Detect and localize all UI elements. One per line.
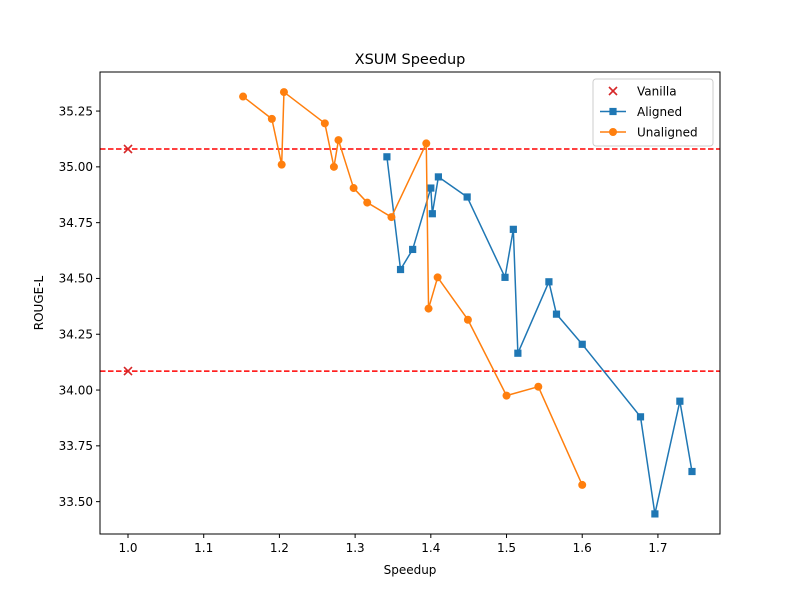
aligned-point-9	[509, 225, 517, 233]
unaligned-point-15	[502, 391, 511, 400]
unaligned-point-10	[387, 213, 396, 222]
vanilla-point-2-stroke-b	[123, 366, 133, 376]
unaligned-point-9	[363, 198, 372, 207]
unaligned-point-11	[422, 139, 431, 148]
aligned-point-3	[409, 245, 417, 254]
axis-ticks: 1.0 1.1 1.2 1.3 1.4 1.5 1.6 1.7 33.50 33.75 34.00 3…	[59, 104, 668, 555]
aligned-point-1	[383, 153, 391, 161]
legend-vanilla-marker	[608, 86, 618, 96]
legend-aligned-label: Aligned	[637, 105, 682, 119]
x-tick-label: 1.2	[270, 541, 289, 555]
aligned-point-10	[514, 349, 522, 357]
unaligned-point-5	[320, 119, 329, 128]
y-tick-label: 35.25	[59, 104, 93, 118]
x-tick-label: 1.0	[118, 541, 137, 555]
x-tick-label: 1.1	[194, 541, 213, 555]
unaligned-point-14	[463, 315, 472, 324]
vanilla-point-1-stroke-b	[123, 144, 133, 154]
vanilla-point-2	[123, 366, 133, 376]
aligned-point-11	[545, 278, 553, 286]
vanilla-point-1	[123, 144, 133, 154]
y-tick-label: 35.00	[59, 160, 93, 174]
aligned-point-8	[501, 273, 509, 281]
x-tick-label: 1.4	[421, 541, 440, 555]
plot-clipped-group	[100, 88, 720, 518]
legend-unaligned-label: Unaligned	[637, 125, 698, 139]
plot-area	[100, 88, 720, 518]
legend-aligned-marker	[609, 107, 617, 116]
y-tick-label: 34.25	[59, 328, 93, 342]
aligned-point-2	[396, 265, 405, 274]
unaligned-point-1	[239, 92, 248, 101]
y-tick-label: 34.50	[59, 272, 93, 286]
unaligned-point-8	[349, 184, 358, 193]
aligned-point-15	[651, 510, 659, 518]
unaligned-point-6	[329, 162, 338, 171]
legend-box	[592, 78, 714, 147]
aligned-point-6	[434, 173, 442, 181]
aligned-point-7	[463, 193, 471, 201]
unaligned-point-2	[267, 114, 276, 123]
unaligned-point-7	[334, 136, 343, 145]
x-tick-label: 1.6	[573, 541, 592, 555]
x-axis-label: Speedup	[384, 563, 437, 577]
unaligned-point-16	[534, 382, 543, 391]
y-tick-label: 34.75	[59, 216, 93, 230]
aligned-point-16	[676, 397, 684, 405]
chart-title: XSUM Speedup	[355, 52, 466, 68]
y-axis-label: ROUGE-L	[32, 275, 46, 330]
unaligned-point-17	[578, 480, 587, 489]
aligned-point-17	[688, 467, 696, 476]
y-tick-label: 34.00	[59, 383, 93, 397]
unaligned-point-12	[424, 304, 433, 313]
aligned-point-13	[578, 340, 586, 348]
aligned-point-14	[636, 413, 645, 421]
unaligned-point-4	[279, 88, 288, 97]
legend-vanilla-marker-stroke-b	[608, 86, 618, 96]
unaligned-point-3	[277, 160, 286, 169]
unaligned-point-13	[433, 273, 442, 282]
y-tick-label: 33.50	[59, 495, 93, 509]
y-tick-label: 33.75	[59, 439, 93, 453]
legend: Vanilla Aligned Unaligned	[592, 78, 714, 147]
aligned-point-4	[427, 184, 435, 192]
legend-vanilla-label: Vanilla	[637, 84, 677, 98]
aligned-point-5	[428, 210, 436, 218]
aligned-point-12	[552, 310, 561, 318]
x-tick-label: 1.7	[648, 541, 667, 555]
x-tick-label: 1.3	[346, 541, 365, 555]
x-tick-label: 1.5	[497, 541, 516, 555]
axes-frame	[99, 71, 721, 535]
legend-unaligned-marker	[609, 128, 617, 136]
